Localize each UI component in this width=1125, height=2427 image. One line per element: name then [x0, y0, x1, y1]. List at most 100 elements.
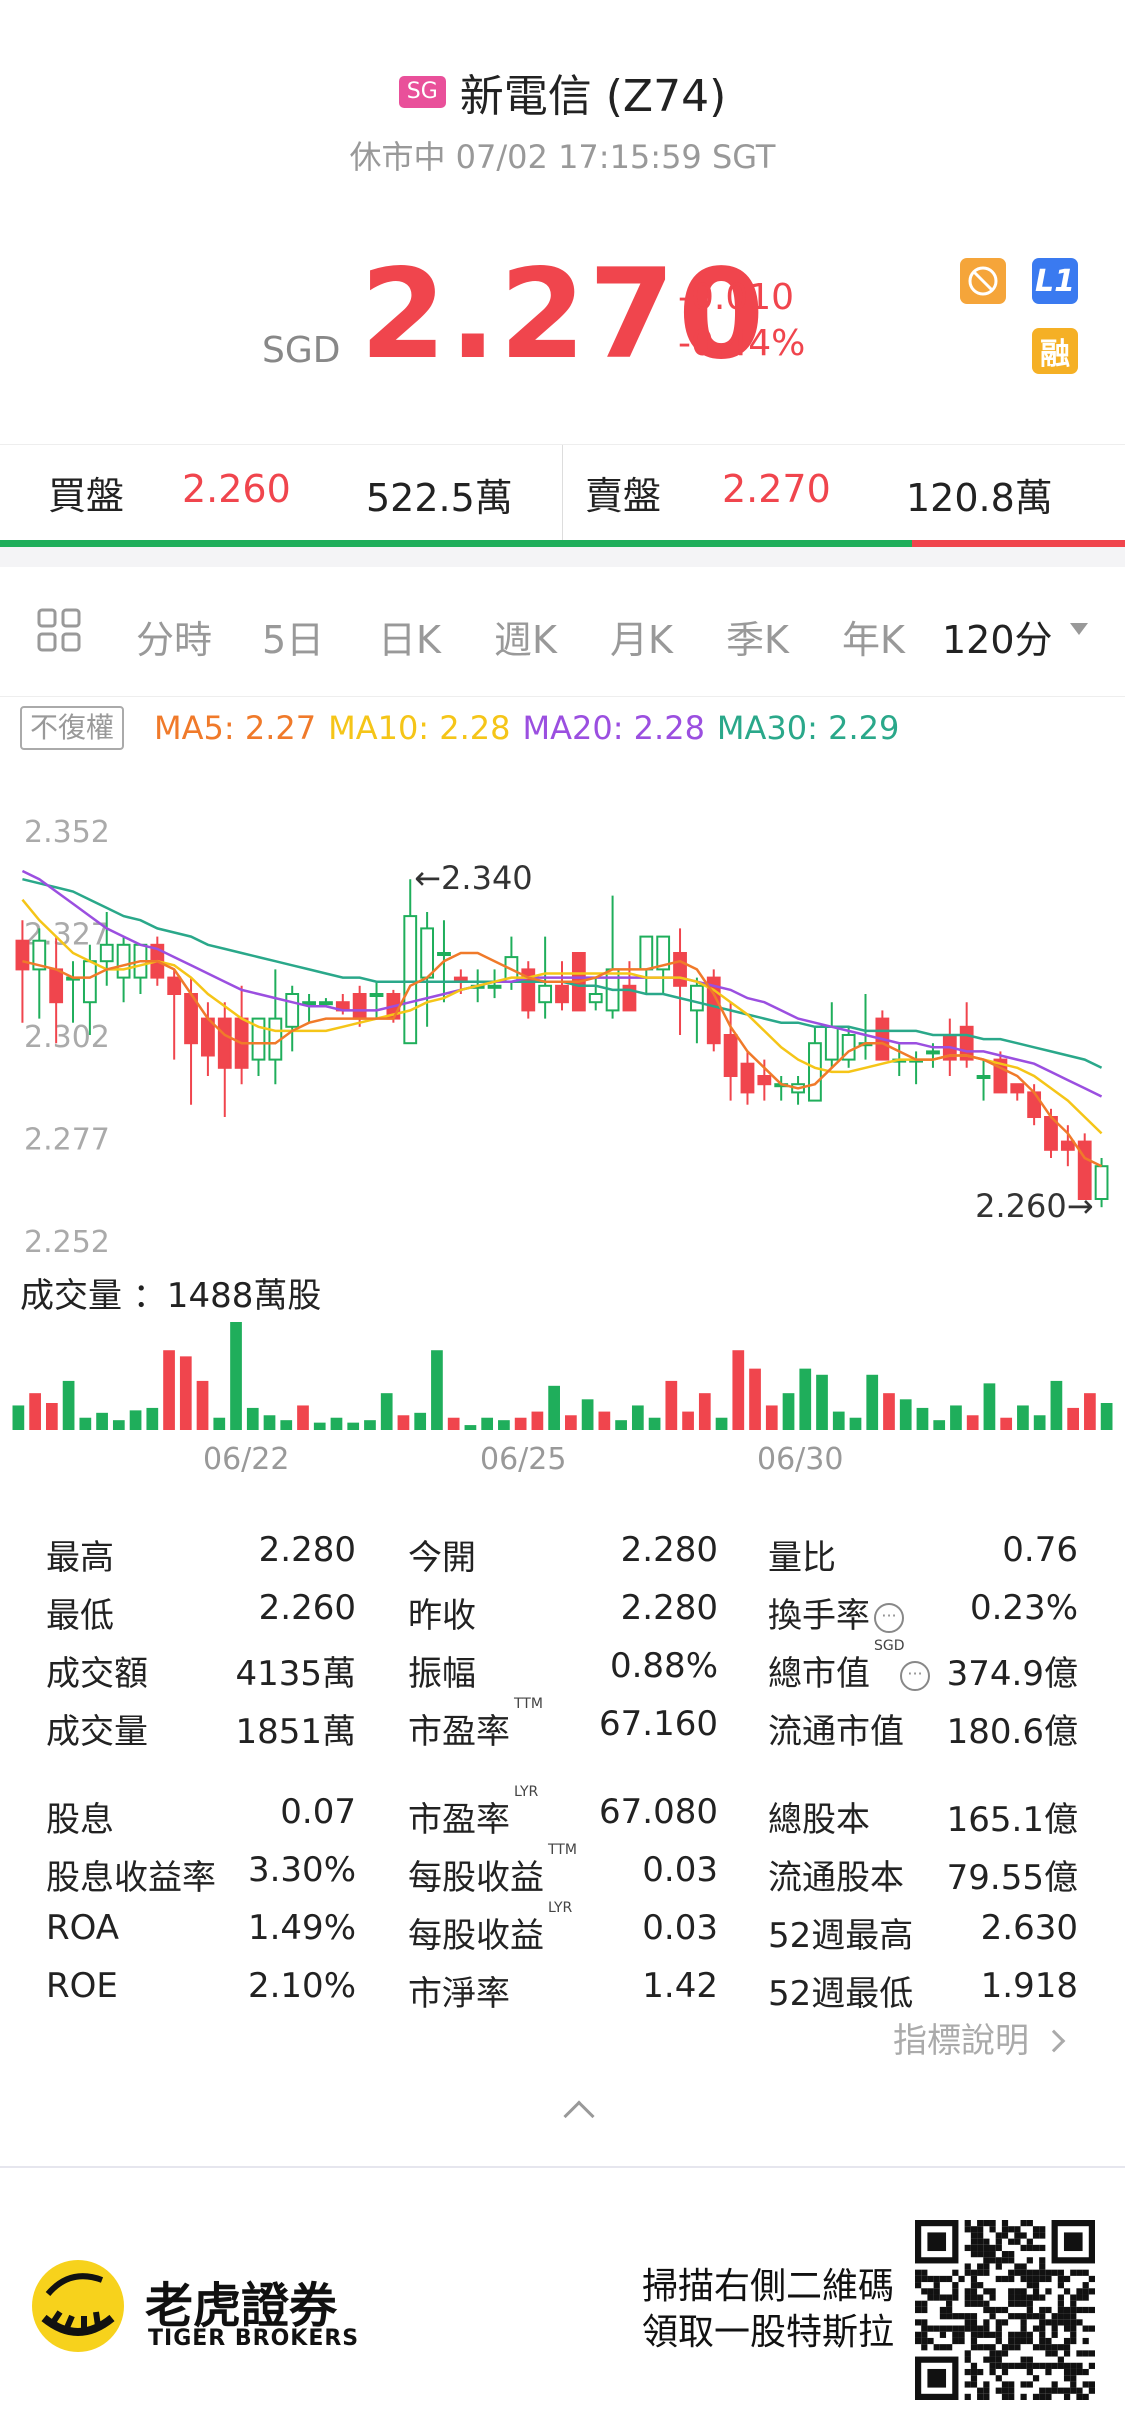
stat-row: ROE 2.10%	[46, 1966, 356, 2016]
candle	[689, 977, 704, 1044]
bid-ratio-bar	[0, 540, 912, 547]
candle	[251, 1017, 266, 1076]
tab-weekly-k[interactable]: 週K	[494, 618, 557, 662]
stat-label: 量比	[768, 1538, 836, 1578]
candle-body	[1027, 1091, 1042, 1118]
stat-superscript: LYR	[548, 1900, 573, 1916]
stat-row: 每股收益 LYR 0.03	[408, 1900, 718, 1958]
y-tick-label: 2.352	[24, 815, 110, 850]
no-short-icon[interactable]	[960, 258, 1006, 304]
tab-5day[interactable]: 5日	[262, 618, 325, 662]
stat-label: 振幅	[408, 1654, 476, 1694]
volume-chart[interactable]	[0, 1320, 1125, 1430]
candle-body	[959, 1025, 974, 1061]
dropdown-arrow-icon[interactable]	[1070, 623, 1088, 635]
ask-ratio-bar	[912, 540, 1125, 547]
volume-bar	[96, 1412, 108, 1430]
currency-label: SGD	[262, 330, 341, 371]
ma5-label: MA5: 2.27	[154, 709, 317, 747]
volume-bar	[883, 1393, 895, 1430]
stat-superscript: TTM	[548, 1842, 577, 1858]
candle	[673, 928, 687, 1035]
candle	[1010, 1083, 1025, 1101]
stat-row: 成交額 4135萬	[46, 1646, 356, 1696]
volume-bar	[380, 1393, 393, 1430]
volume-bar	[531, 1411, 544, 1430]
candle	[976, 1059, 991, 1101]
stat-value: 0.07	[280, 1792, 356, 1832]
volume-bar	[581, 1399, 594, 1430]
tab-monthly-k[interactable]: 月K	[610, 618, 673, 662]
volume-bar	[179, 1356, 192, 1430]
candle	[217, 1002, 232, 1117]
volume-bar	[498, 1420, 510, 1430]
stat-label: 總股本	[768, 1800, 870, 1840]
candle-body	[622, 984, 637, 1012]
bid-volume: 522.5萬	[366, 476, 513, 520]
stat-label: 市淨率	[408, 1974, 510, 2014]
volume-bar	[397, 1415, 410, 1430]
stat-superscript: SGD	[874, 1638, 905, 1654]
tab-yearly-k[interactable]: 年K	[842, 618, 905, 662]
candle	[808, 1026, 822, 1102]
ma-legend: 不復權 MA5: 2.27 MA10: 2.28 MA20: 2.28 MA30…	[20, 706, 899, 750]
volume-bar	[1067, 1407, 1080, 1430]
volume-bar	[263, 1415, 276, 1430]
level1-badge[interactable]: L1	[1032, 258, 1078, 304]
volume-bar	[464, 1425, 477, 1430]
explain-label: 指標說明	[893, 2021, 1029, 2061]
candle-body	[49, 968, 64, 1004]
stat-label: ROE	[46, 1966, 118, 2006]
x-label-2: 06/25	[480, 1442, 567, 1477]
volume-bar	[765, 1405, 778, 1430]
stat-label: 市盈率	[408, 1800, 510, 1840]
stat-value: 0.23%	[969, 1588, 1078, 1628]
candle	[605, 895, 620, 1019]
stat-value: 1.49%	[247, 1908, 356, 1948]
stat-superscript: TTM	[514, 1696, 543, 1712]
candle	[319, 998, 333, 1007]
volume-bar	[782, 1393, 795, 1430]
candle-body	[15, 939, 30, 971]
header: SG 新電信 (Z74) 休市中 07/02 17:15:59 SGT	[0, 0, 1125, 200]
candle-body	[116, 943, 131, 979]
info-dots-icon[interactable]: ···	[874, 1602, 904, 1633]
stat-value: 2.630	[980, 1908, 1078, 1948]
stat-label: 今開	[408, 1538, 476, 1578]
promo-line-2: 領取一股特斯拉	[642, 2312, 895, 2353]
info-dots-icon[interactable]: ···	[900, 1660, 930, 1691]
tab-quarterly-k[interactable]: 季K	[726, 618, 789, 662]
volume-bar	[514, 1417, 527, 1430]
candle-body	[757, 1075, 772, 1086]
candle	[791, 1076, 805, 1105]
chevron-up-icon[interactable]	[563, 2100, 595, 2132]
ask-volume: 120.8萬	[906, 476, 1053, 520]
grid-menu-icon[interactable]	[36, 607, 82, 662]
margin-badge[interactable]: 融	[1032, 328, 1078, 374]
ma30-label: MA30: 2.29	[716, 709, 900, 747]
ask-label: 賣盤	[585, 474, 662, 518]
volume-bar	[966, 1415, 979, 1430]
candle-body	[167, 976, 182, 996]
adjust-toggle[interactable]: 不復權	[20, 706, 125, 750]
qr-code[interactable]	[915, 2220, 1095, 2400]
stat-row: 股息收益率 3.30%	[46, 1850, 356, 1900]
volume-bar	[950, 1405, 962, 1430]
candle-body	[251, 1017, 266, 1061]
tab-120min[interactable]: 120分	[942, 618, 1053, 662]
volume-bar	[196, 1380, 209, 1430]
volume-bar	[1100, 1403, 1113, 1430]
candle	[706, 969, 721, 1052]
indicator-explain-link[interactable]: 指標說明	[893, 2013, 1066, 2062]
tab-daily-k[interactable]: 日K	[378, 618, 441, 662]
price-change: -0.010 -0.44%	[678, 275, 805, 367]
bid-ask-panel[interactable]: 買盤 2.260 522.5萬 賣盤 2.270 120.8萬	[0, 444, 1125, 544]
tab-intraday[interactable]: 分時	[136, 618, 213, 662]
stat-row: 52週最高 2.630	[768, 1908, 1078, 1958]
volume-bar	[447, 1417, 460, 1430]
volume-bar	[732, 1350, 745, 1430]
change-percent: -0.44%	[678, 323, 806, 364]
stat-superscript: LYR	[514, 1784, 539, 1800]
volume-bar	[1033, 1415, 1046, 1430]
